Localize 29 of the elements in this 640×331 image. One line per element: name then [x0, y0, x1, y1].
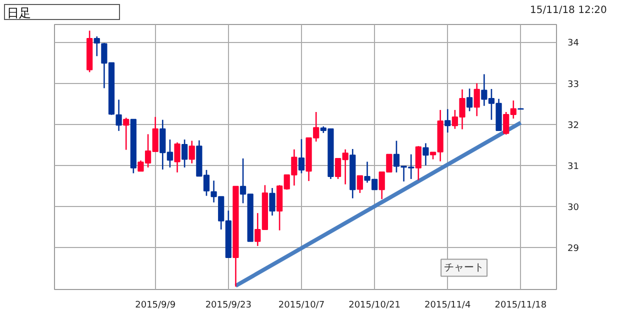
x-tick-label: 2015/10/21 — [348, 300, 400, 310]
text: 日足 — [7, 5, 31, 21]
candlestick — [298, 138, 305, 174]
candlestick — [116, 99, 122, 132]
x-tick-label: 2015/9/9 — [135, 300, 176, 310]
candlestick — [182, 138, 188, 168]
candlestick — [444, 108, 451, 134]
annotation: チャート — [444, 262, 484, 274]
y-tick-label: 31 — [568, 162, 579, 172]
y-tick-label: 32 — [568, 120, 579, 131]
candlestick — [466, 88, 473, 112]
y-tick-label: 34 — [568, 38, 580, 49]
x-tick-label: 2015/9/23 — [205, 300, 252, 310]
y-tick-label: 30 — [568, 203, 580, 214]
x-tick-label: 2015/10/7 — [278, 300, 325, 310]
x-tick-label: 2015/11/18 — [494, 300, 547, 310]
candlestick — [94, 36, 100, 57]
candlestick — [422, 142, 429, 166]
candlestick — [474, 82, 480, 117]
candlestick — [269, 187, 276, 216]
candlestick — [188, 140, 195, 164]
candlestick — [356, 175, 363, 194]
text: 15/11/18 12:20 — [530, 4, 607, 18]
candlestick — [174, 142, 180, 174]
y-tick-label: 33 — [568, 80, 579, 90]
candlestick — [415, 145, 422, 181]
x-tick-label: 2015/11/4 — [424, 300, 471, 310]
candlestick — [123, 117, 130, 150]
y-tick-label: 29 — [568, 244, 580, 254]
